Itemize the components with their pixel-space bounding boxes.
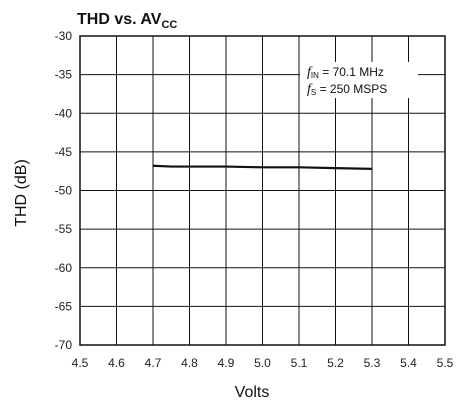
series-line — [152, 164, 373, 170]
chart-title-subscript: CC — [161, 19, 177, 31]
x-tick-label: 4.6 — [108, 356, 125, 370]
y-tick-label: -30 — [55, 29, 73, 43]
annotation-fs-symbol: f — [307, 82, 313, 97]
annotation-line-fin: fIN = 70.1 MHz — [307, 65, 384, 80]
x-tick-labels: 4.5 4.6 4.7 4.8 4.9 5.0 5.1 5.2 5.3 5.4 5.5 — [72, 356, 454, 370]
x-axis-label: Volts — [235, 384, 270, 401]
series — [152, 164, 373, 170]
y-tick-label: -55 — [55, 222, 73, 236]
x-tick-label: 5.3 — [364, 356, 381, 370]
annotation-fin-text: = 70.1 MHz — [319, 65, 384, 79]
y-tick-labels: -30 -35 -40 -45 -50 -55 -60 -65 -70 — [55, 29, 73, 352]
y-tick-label: -45 — [55, 145, 73, 159]
y-tick-label: -35 — [55, 68, 73, 82]
annotation-fs-text: = 250 MSPS — [316, 82, 387, 96]
x-tick-label: 5.4 — [400, 356, 417, 370]
x-tick-label: 5.2 — [327, 356, 344, 370]
x-tick-label: 5.5 — [437, 356, 454, 370]
annotation-fs-subscript: S — [311, 88, 316, 97]
y-axis-label: THD (dB) — [13, 159, 30, 227]
x-tick-label: 4.7 — [145, 356, 162, 370]
y-tick-label: -65 — [55, 299, 73, 313]
x-tick-label: 4.8 — [181, 356, 198, 370]
x-tick-label: 4.5 — [72, 356, 89, 370]
y-tick-label: -50 — [55, 184, 73, 198]
y-tick-label: -60 — [55, 261, 73, 275]
chart-title-main: THD vs. AV — [77, 11, 162, 28]
annotation-fin-symbol: f — [307, 65, 313, 80]
annotation-background — [300, 62, 418, 98]
chart-title: THD vs. AVCC — [77, 11, 177, 31]
x-tick-label: 4.9 — [218, 356, 235, 370]
y-tick-label: -40 — [55, 106, 73, 120]
annotation-line-fs: fS = 250 MSPS — [307, 82, 387, 97]
annotation: fIN = 70.1 MHz fS = 250 MSPS — [300, 62, 418, 98]
x-tick-label: 5.1 — [291, 356, 308, 370]
annotation-fin-subscript: IN — [311, 71, 319, 80]
y-tick-label: -70 — [55, 338, 73, 352]
x-tick-label: 5.0 — [254, 356, 271, 370]
plot-frame — [79, 35, 446, 346]
